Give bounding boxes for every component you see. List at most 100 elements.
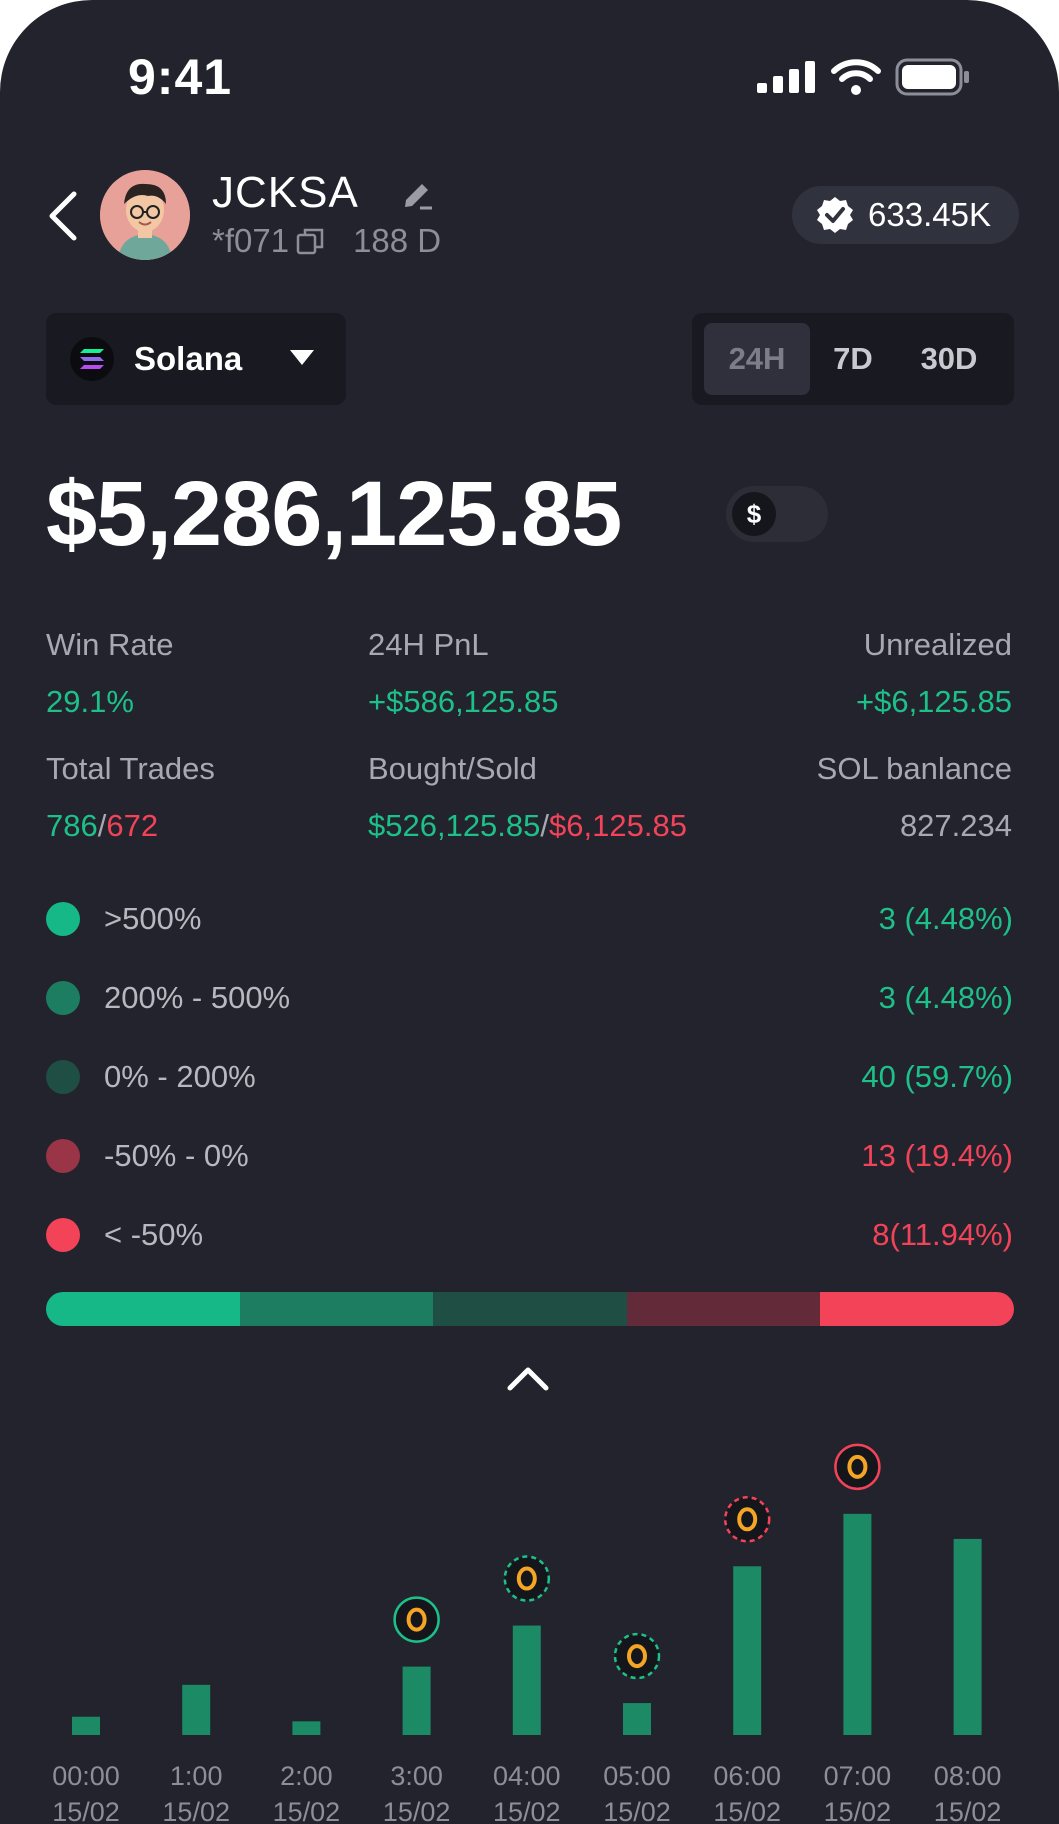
pnl-label: 24H PnL — [368, 627, 489, 662]
chain-select[interactable]: Solana — [46, 313, 346, 405]
legend-dot — [46, 1218, 80, 1252]
dist-bar-segment — [820, 1292, 1014, 1326]
trade-marker-icon[interactable] — [834, 1443, 881, 1491]
chart-bar[interactable] — [402, 1666, 431, 1735]
x-tick-label: 15/02 — [493, 1797, 561, 1824]
status-time: 9:41 — [128, 49, 233, 105]
token-logo-icon — [737, 1507, 758, 1532]
dist-row-above-500: >500% 3 (4.48%) — [46, 894, 1013, 944]
copy-icon[interactable] — [295, 226, 325, 256]
x-tick-label: 15/02 — [603, 1797, 671, 1824]
tab-7d[interactable]: 7D — [833, 341, 873, 376]
token-logo-icon — [516, 1566, 537, 1591]
chevron-up-icon[interactable] — [506, 1364, 550, 1394]
dist-label: 0% - 200% — [104, 1059, 256, 1094]
chain-name: Solana — [134, 340, 243, 377]
x-tick-label: 15/02 — [934, 1797, 1002, 1824]
verified-icon — [817, 197, 854, 233]
unrealized-label: Unrealized — [863, 627, 1012, 662]
dist-bar-segment — [46, 1292, 240, 1326]
points-badge[interactable]: 633.45K — [792, 186, 1019, 244]
chart-bar[interactable] — [733, 1566, 762, 1735]
dist-row-below-minus50: < -50% 8(11.94%) — [46, 1210, 1013, 1260]
wallet-address: *f071 — [212, 222, 290, 259]
edit-icon[interactable] — [400, 176, 436, 212]
back-icon[interactable] — [44, 190, 84, 242]
trade-marker-icon[interactable] — [393, 1596, 440, 1643]
dist-label: < -50% — [104, 1217, 204, 1252]
legend-dot — [46, 902, 80, 936]
dist-value: 3 (4.48%) — [878, 901, 1013, 936]
trades-separator: / — [97, 808, 107, 843]
solana-icon — [70, 337, 114, 381]
total-trades-value: 786/672 — [46, 808, 158, 844]
dist-bar-segment — [433, 1292, 627, 1326]
trades-losses: 672 — [106, 808, 159, 843]
legend-dot — [46, 1139, 80, 1173]
chart-bar[interactable] — [182, 1684, 211, 1735]
win-rate-value: 29.1% — [46, 684, 134, 719]
wifi-icon — [831, 59, 881, 95]
battery-icon — [895, 58, 969, 96]
tab-30d[interactable]: 30D — [920, 341, 978, 376]
x-tick-label: 15/02 — [383, 1797, 451, 1824]
dist-row-200-500: 200% - 500% 3 (4.48%) — [46, 973, 1013, 1023]
avatar[interactable] — [100, 170, 190, 260]
x-tick-label: 15/02 — [713, 1797, 781, 1824]
x-tick-label: 00:00 — [52, 1761, 120, 1791]
token-logo-icon — [627, 1644, 647, 1669]
chart-bar[interactable] — [623, 1703, 651, 1735]
x-tick-label: 15/02 — [273, 1797, 341, 1824]
sold-amount: $6,125.85 — [549, 808, 687, 843]
total-trades-label: Total Trades — [46, 751, 215, 786]
signal-icon — [757, 61, 815, 93]
currency-toggle[interactable]: $ — [726, 486, 828, 542]
trade-marker-icon[interactable] — [723, 1496, 771, 1543]
username: JCKSA — [212, 168, 359, 217]
trade-activity-chart: 00:00 15/02 1:00 15/02 2:00 15/02 3:00 15/02 04:… — [52, 1443, 1002, 1824]
tab-24h[interactable]: 24H — [704, 323, 810, 395]
bought-sold-value: $526,125.85/$6,125.85 — [368, 808, 687, 844]
trade-marker-icon[interactable] — [503, 1555, 551, 1602]
bought-sold-separator: / — [540, 808, 550, 843]
dist-bar-segment — [239, 1292, 434, 1326]
dist-row-0-200: 0% - 200% 40 (59.7%) — [46, 1052, 1013, 1102]
x-tick-label: 15/02 — [824, 1797, 892, 1824]
chart-bar[interactable] — [953, 1538, 982, 1735]
sol-balance-label: SOL banlance — [816, 751, 1012, 786]
pnl-value: +$586,125.85 — [368, 684, 559, 719]
dist-label: >500% — [104, 901, 202, 936]
x-tick-label: 07:00 — [824, 1761, 892, 1791]
total-balance: $5,286,125.85 — [46, 463, 622, 565]
x-tick-label: 08:00 — [934, 1761, 1002, 1791]
x-tick-label: 2:00 — [280, 1761, 333, 1791]
dist-value: 8(11.94%) — [872, 1217, 1013, 1252]
x-tick-label: 15/02 — [162, 1797, 230, 1824]
legend-dot — [46, 981, 80, 1015]
dist-value: 40 (59.7%) — [861, 1059, 1013, 1094]
win-rate-label: Win Rate — [46, 627, 174, 662]
legend-dot — [46, 1060, 80, 1094]
chart-bar[interactable] — [72, 1716, 100, 1735]
chart-bar[interactable] — [843, 1513, 872, 1735]
x-tick-label: 05:00 — [603, 1761, 671, 1791]
token-logo-icon — [406, 1607, 427, 1632]
chevron-down-icon — [290, 350, 314, 365]
bought-amount: $526,125.85 — [368, 808, 541, 843]
account-age: 188 D — [353, 222, 442, 259]
distribution-bar — [46, 1292, 1014, 1326]
x-tick-label: 15/02 — [52, 1797, 120, 1824]
x-tick-label: 04:00 — [493, 1761, 561, 1791]
dist-value: 13 (19.4%) — [861, 1138, 1013, 1173]
dist-label: -50% - 0% — [104, 1138, 249, 1173]
chart-bar[interactable] — [512, 1625, 541, 1735]
sol-balance-value: 827.234 — [899, 808, 1012, 843]
currency-knob: $ — [732, 492, 776, 536]
token-logo-icon — [847, 1454, 868, 1479]
status-icons — [757, 58, 971, 96]
points-value: 633.45K — [868, 196, 991, 233]
chart-bar[interactable] — [292, 1721, 321, 1735]
dist-label: 200% - 500% — [104, 980, 291, 1015]
trade-marker-icon[interactable] — [613, 1632, 661, 1680]
